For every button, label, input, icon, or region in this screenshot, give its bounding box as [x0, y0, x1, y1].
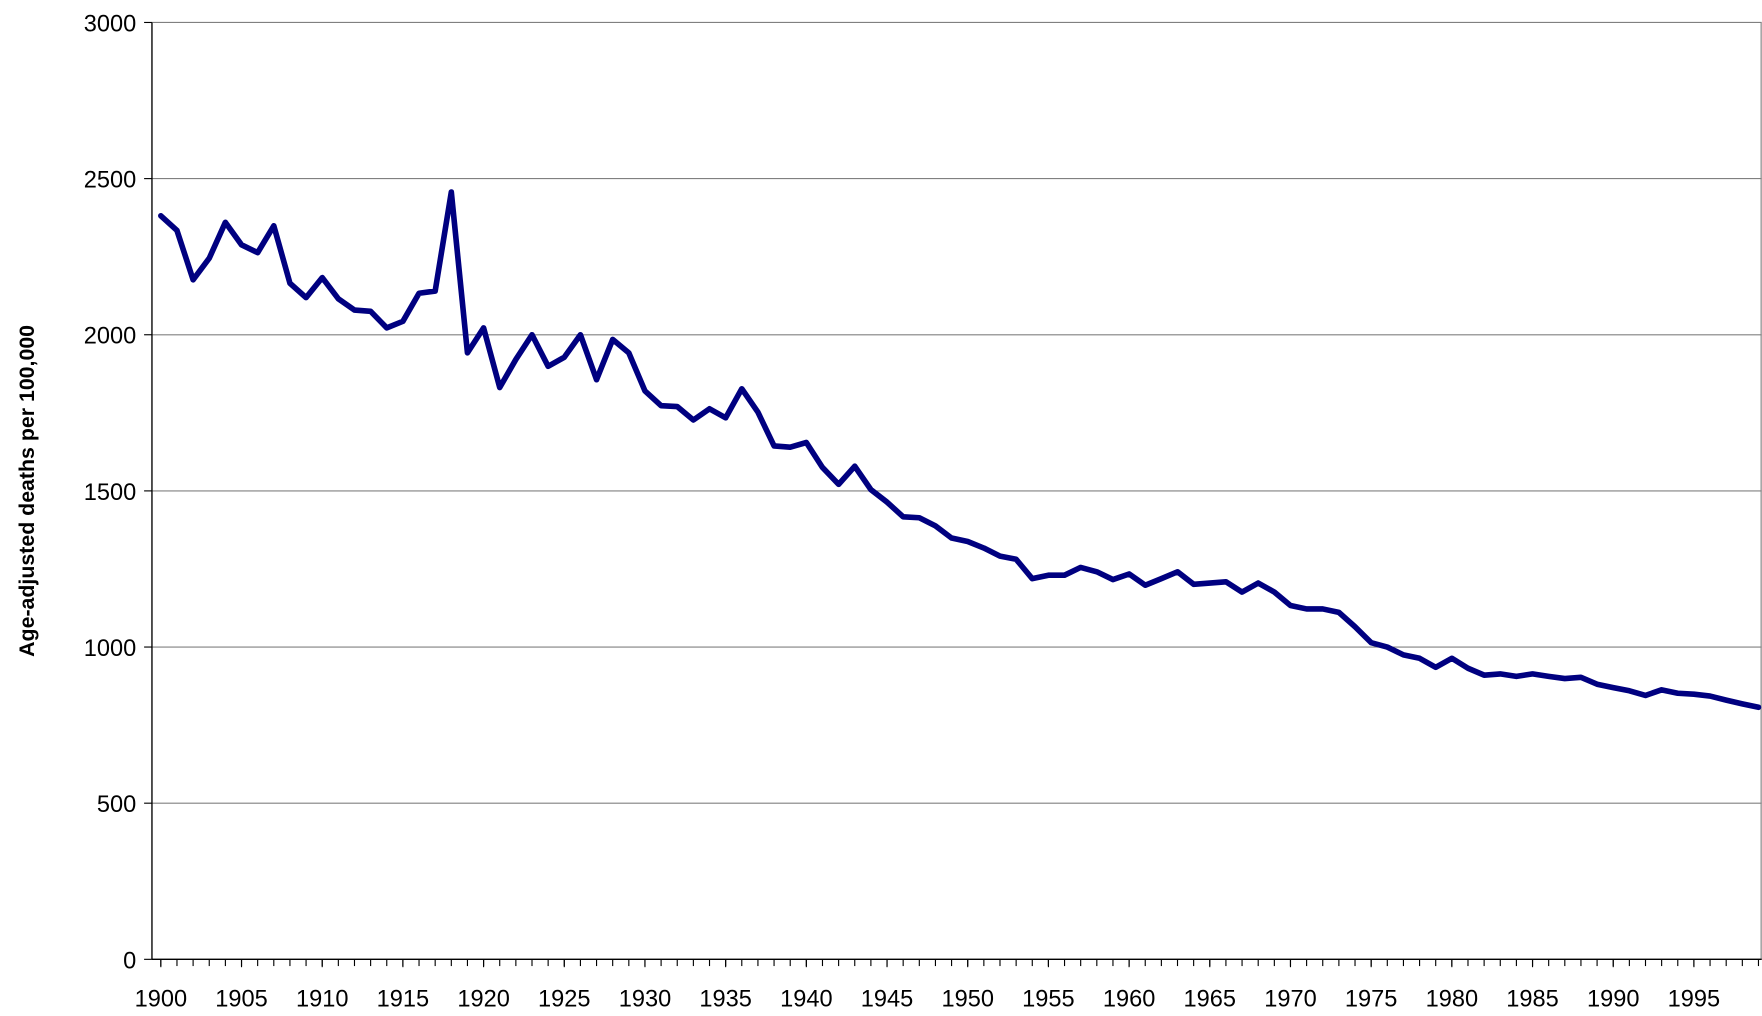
y-tick-label: 2500	[84, 167, 136, 193]
x-tick-label: 1985	[1506, 986, 1558, 1011]
x-tick-label: 1920	[457, 986, 509, 1011]
y-tick-label: 1000	[84, 635, 136, 661]
x-tick-label: 1945	[861, 986, 913, 1011]
x-tick-label: 1910	[296, 986, 348, 1011]
y-tick-label: 500	[97, 791, 136, 817]
x-tick-label: 1940	[780, 986, 832, 1011]
x-tick-label: 1930	[619, 986, 671, 1011]
x-tick-label: 1990	[1587, 986, 1639, 1011]
x-tick-label: 1970	[1264, 986, 1316, 1011]
y-tick-label: 0	[123, 947, 136, 973]
x-tick-label: 1960	[1103, 986, 1155, 1011]
x-tick-label: 1975	[1345, 986, 1397, 1011]
x-tick-label: 1950	[941, 986, 993, 1011]
y-tick-label: 1500	[84, 479, 136, 505]
x-tick-label: 1955	[1022, 986, 1074, 1011]
x-tick-label: 1965	[1184, 986, 1236, 1011]
x-tick-label: 1980	[1426, 986, 1478, 1011]
x-tick-label: 1900	[135, 986, 187, 1011]
data-line	[158, 189, 1762, 711]
y-tick-label: 3000	[84, 10, 136, 36]
y-axis-label: Age-adjusted deaths per 100,000	[15, 325, 39, 657]
x-tick-label: 1905	[215, 986, 267, 1011]
x-tick-label: 1995	[1668, 986, 1720, 1011]
x-tick-label: 1925	[538, 986, 590, 1011]
x-tick-label: 1935	[699, 986, 751, 1011]
x-tick-label: 1915	[377, 986, 429, 1011]
y-tick-label: 2000	[84, 323, 136, 349]
